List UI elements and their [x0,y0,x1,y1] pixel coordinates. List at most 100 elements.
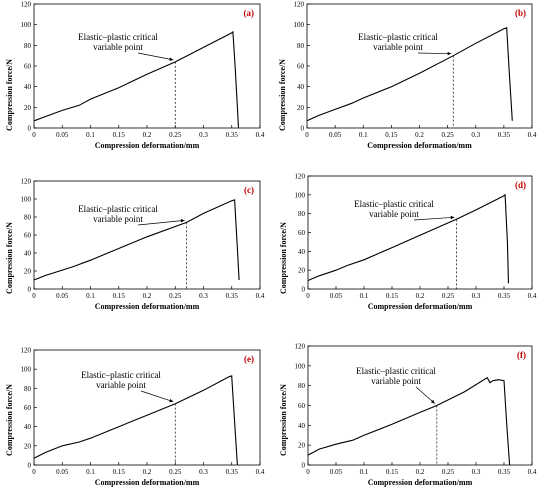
x-tick-label: 0 [32,131,36,139]
chart-panel-e: 0 0.05 0.1 0.15 0.2 0.25 0.3 0.35 0.4 0 20 40 60 80 10… [5,347,265,488]
x-tick-label: 0.15 [385,131,398,139]
x-tick-label: 0.25 [442,468,455,476]
x-tick-label: 0.2 [143,468,152,476]
plot-frame [33,3,261,129]
annotation-line1: Elastic–plastic critical [78,32,158,42]
y-tick-label: 40 [298,248,306,256]
annotation-arrow-shaft [413,216,455,221]
x-tick-label: 0.15 [386,292,399,300]
annotation-line1: Elastic–plastic critical [81,370,161,380]
y-tick-label: 100 [21,366,32,374]
x-tick-label: 0.05 [56,292,69,300]
y-tick-label: 0 [302,462,306,470]
x-tick-label: 0.25 [169,131,182,139]
x-tick-label: 0.3 [472,292,481,300]
y-axis-label: Compression force/N [279,384,288,456]
force-deformation-curve [306,27,513,122]
y-tick-label: 0 [302,286,306,294]
annotation-arrow-shaft [140,390,174,402]
y-tick-label: 60 [24,404,32,412]
x-tick-label: 0.4 [528,131,537,139]
x-tick-label: 0.05 [329,131,342,139]
x-tick-label: 0.4 [528,292,537,300]
x-tick-label: 0.2 [415,131,424,139]
y-tick-label: 80 [298,382,306,390]
chart-panel-c: 0 0.05 0.1 0.15 0.2 0.25 0.3 0.35 0.4 0 20 40 60 80 10… [5,178,265,312]
x-tick-label: 0.25 [442,131,455,139]
annotation-arrow-shaft [137,52,174,61]
x-tick-label: 0 [306,292,310,300]
annotation-arrow-shaft [137,220,185,226]
chart-panel-d: 0 0.05 0.1 0.15 0.2 0.25 0.3 0.35 0.4 0 20 40 60 80 10… [279,173,537,312]
force-deformation-curve [307,193,510,284]
x-tick-label: 0.3 [472,468,481,476]
chart-panel-f: 0 0.05 0.1 0.15 0.2 0.25 0.3 0.35 0.4 0 20 40 60 80 10… [279,343,537,488]
annotation-line2: variable point [369,209,419,219]
y-tick-label: 0 [301,125,305,133]
annotation-line2: variable point [371,376,421,386]
x-tick-label: 0.1 [86,468,95,476]
y-tick-label: 80 [24,42,32,50]
y-tick-label: 120 [21,347,32,355]
plot-frame [306,3,533,129]
plot-frame [33,180,261,290]
x-tick-label: 0.3 [471,131,480,139]
x-tick-label: 0.2 [143,131,152,139]
y-tick-label: 20 [297,104,305,112]
y-tick-label: 40 [24,423,32,431]
x-tick-label: 0 [32,468,36,476]
y-tick-label: 80 [297,42,305,50]
x-tick-label: 0.35 [498,468,511,476]
x-tick-label: 0.15 [113,292,126,300]
chart-panel-b: 0 0.05 0.1 0.15 0.2 0.25 0.3 0.35 0.4 0 20 40 60 80 10… [278,1,537,151]
y-tick-label: 80 [24,214,32,222]
panel-label: (d) [515,180,526,190]
annotation-line2: variable point [96,380,146,390]
y-tick-label: 120 [295,173,306,181]
annotation-arrow-head [447,51,452,56]
x-tick-label: 0.35 [226,292,239,300]
x-tick-label: 0.3 [199,292,208,300]
x-tick-label: 0.4 [256,292,265,300]
x-axis-label: Compression deformation/mm [95,302,200,311]
y-tick-label: 20 [298,267,306,275]
annotation-arrow-head [180,219,185,223]
y-tick-label: 40 [24,83,32,91]
plot-frame [33,349,261,466]
x-tick-label: 0 [305,131,309,139]
annotation-arrow-head [169,57,174,61]
x-tick-label: 0.05 [330,468,343,476]
annotation-arrow-head [169,398,174,403]
x-tick-label: 0.15 [386,468,399,476]
y-axis-label: Compression force/N [278,59,287,131]
plot-frame [307,345,533,466]
annotation-line2: variable point [373,42,423,52]
x-tick-label: 0.35 [498,292,511,300]
y-tick-label: 20 [24,442,32,450]
panel-label: (a) [244,8,255,18]
y-tick-label: 20 [298,442,306,450]
annotation-line1: Elastic–plastic critical [356,366,436,376]
x-tick-label: 0.05 [56,468,69,476]
annotation-arrow-head [430,399,435,404]
x-tick-label: 0.05 [330,292,343,300]
x-tick-label: 0.1 [86,292,95,300]
x-tick-label: 0.25 [442,292,455,300]
panel-label: (b) [515,8,526,18]
x-axis-label: Compression deformation/mm [95,141,200,150]
x-axis-label: Compression deformation/mm [368,302,473,311]
y-tick-label: 100 [295,191,306,199]
force-deformation-curve [307,376,511,466]
panel-label: (e) [244,354,254,364]
y-axis-label: Compression force/N [279,222,288,294]
y-tick-label: 0 [28,286,32,294]
y-tick-label: 100 [295,362,306,370]
x-tick-label: 0.1 [86,131,95,139]
annotation-arrow-head [450,215,455,220]
y-tick-label: 0 [28,462,32,470]
annotation-line1: Elastic–plastic critical [78,204,158,214]
y-tick-label: 60 [298,402,306,410]
y-tick-label: 40 [297,83,305,91]
y-tick-label: 120 [21,178,32,186]
